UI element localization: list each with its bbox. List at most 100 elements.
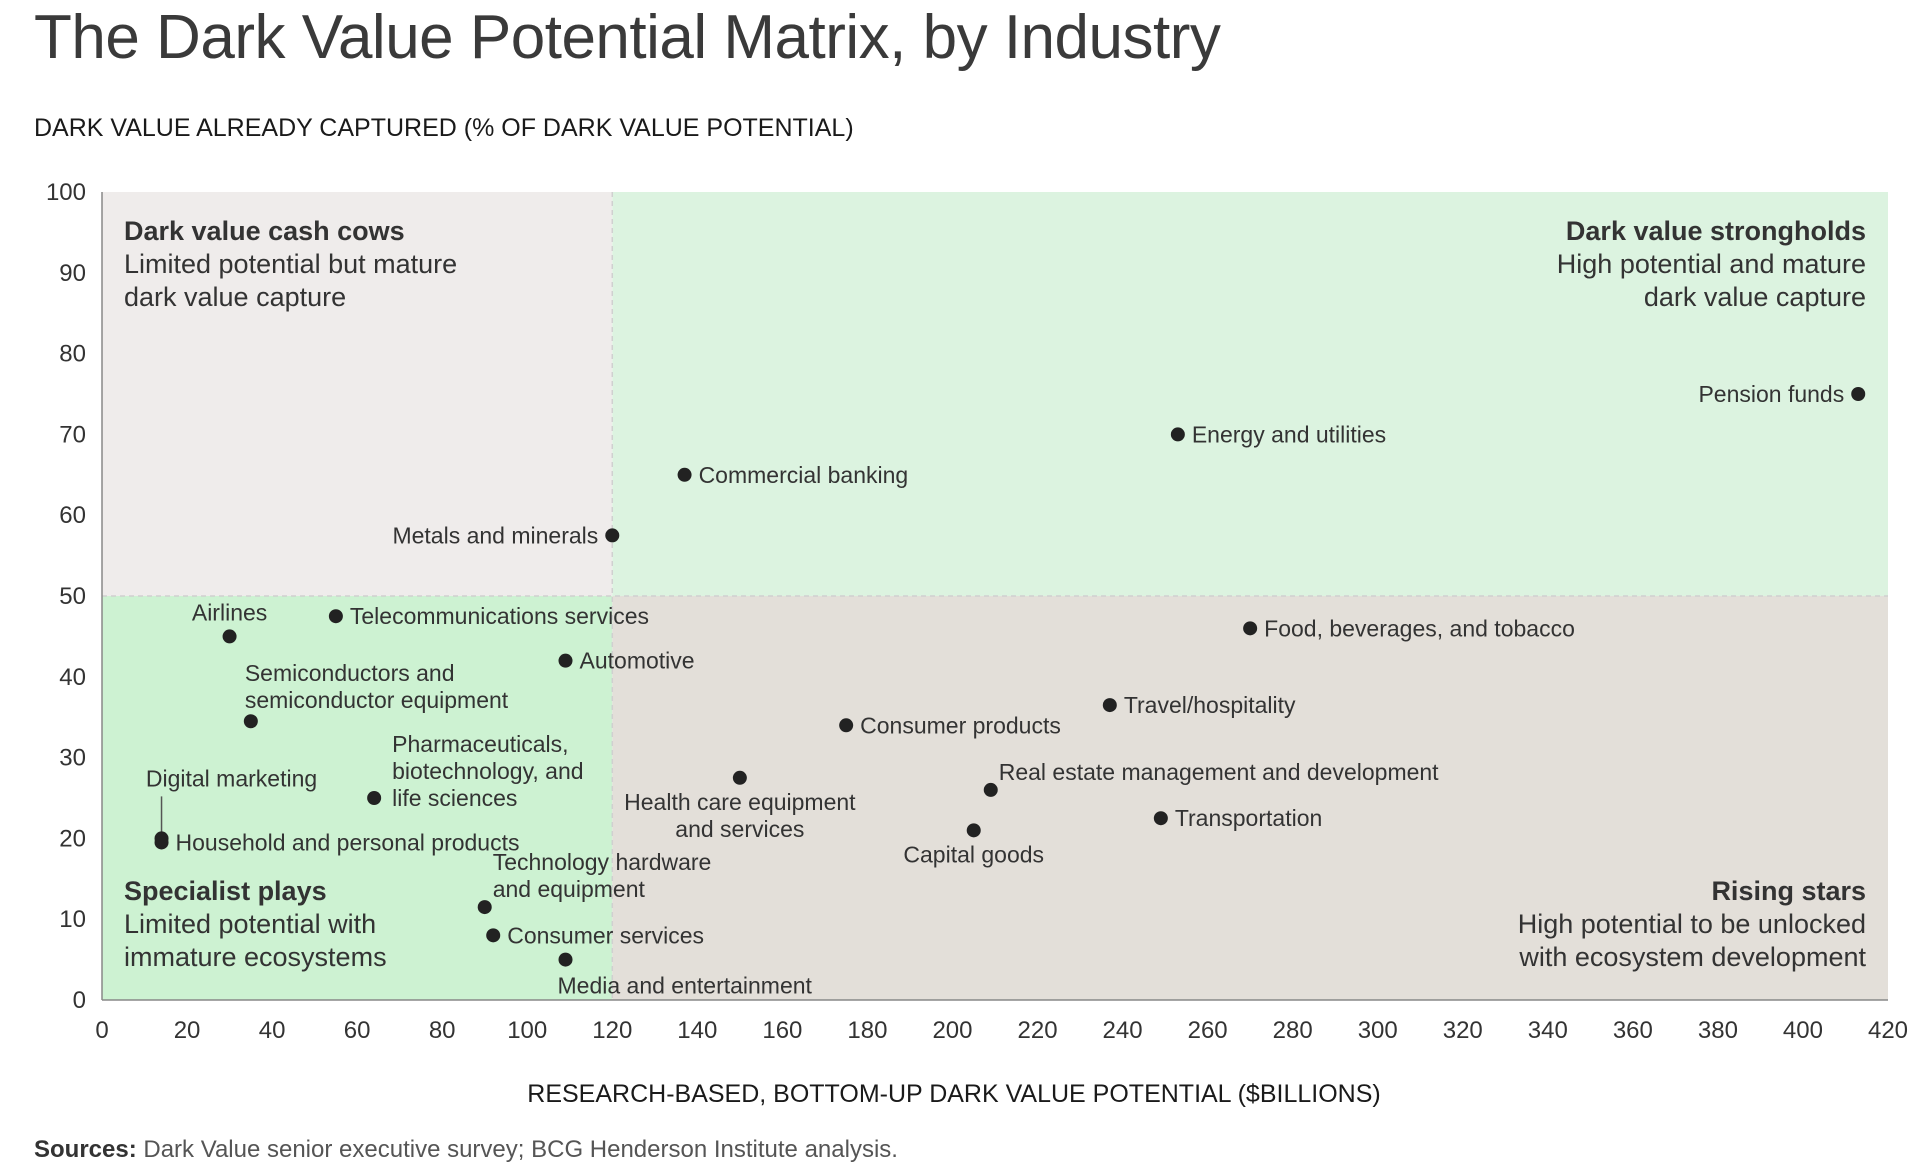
x-tick-label: 200 — [932, 1017, 972, 1044]
quadrant-title-strongholds: Dark value strongholds — [1566, 216, 1866, 246]
quadrant-bg-specialist — [102, 596, 613, 1000]
x-tick-label: 320 — [1443, 1017, 1483, 1044]
quadrant-desc-strongholds: High potential and mature — [1557, 249, 1866, 279]
y-tick-label: 20 — [59, 825, 86, 852]
x-axis-title-wrap: RESEARCH-BASED, BOTTOM-UP DARK VALUE POT… — [0, 1080, 1922, 1109]
point-label: Airlines — [192, 599, 267, 625]
point-label: Travel/hospitality — [1124, 692, 1296, 718]
y-axis-title: DARK VALUE ALREADY CAPTURED (% OF DARK V… — [34, 114, 854, 142]
point-label: life sciences — [392, 785, 517, 811]
point-label: Pension funds — [1698, 381, 1844, 407]
data-point — [1170, 427, 1185, 442]
x-tick-label: 0 — [95, 1017, 108, 1044]
x-tick-label: 100 — [507, 1017, 547, 1044]
x-tick-label: 380 — [1698, 1017, 1738, 1044]
quadrant-desc-cash-cows: dark value capture — [124, 282, 346, 312]
data-point — [486, 928, 501, 943]
point-label: Capital goods — [903, 841, 1044, 867]
data-point — [328, 609, 343, 624]
quadrant-desc-strongholds: dark value capture — [1644, 282, 1866, 312]
point-label: Health care equipment — [624, 789, 856, 815]
chart-title: The Dark Value Potential Matrix, by Indu… — [34, 3, 1221, 72]
x-tick-label: 280 — [1273, 1017, 1313, 1044]
sources-text: Dark Value senior executive survey; BCG … — [143, 1136, 898, 1163]
y-tick-label: 0 — [73, 987, 86, 1014]
point-label: Consumer services — [507, 922, 704, 948]
data-point — [243, 714, 258, 729]
quadrant-bg-cash-cows — [102, 192, 613, 596]
data-point — [983, 782, 998, 797]
quadrant-desc-rising: with ecosystem development — [1518, 942, 1866, 972]
quadrant-desc-specialist: Limited potential with — [124, 909, 376, 939]
data-point — [839, 718, 854, 733]
quadrant-title-rising: Rising stars — [1711, 876, 1866, 906]
data-point — [222, 629, 237, 644]
quadrant-desc-cash-cows: Limited potential but mature — [124, 249, 457, 279]
x-tick-label: 420 — [1868, 1017, 1908, 1044]
data-point — [1851, 387, 1866, 401]
quadrant-bg-strongholds — [612, 192, 1889, 596]
point-label: Pharmaceuticals, — [392, 731, 568, 757]
x-tick-label: 160 — [762, 1017, 802, 1044]
sources-note: Sources: Dark Value senior executive sur… — [34, 1136, 898, 1164]
x-tick-label: 300 — [1358, 1017, 1398, 1044]
point-label: Real estate management and development — [999, 759, 1439, 785]
sources-label: Sources: — [34, 1136, 137, 1163]
point-label: Food, beverages, and tobacco — [1264, 615, 1575, 641]
point-label: Automotive — [580, 648, 695, 674]
point-label: Metals and minerals — [392, 522, 598, 548]
data-point — [477, 900, 492, 915]
quadrant-desc-rising: High potential to be unlocked — [1518, 909, 1866, 939]
point-label: Technology hardware — [493, 849, 712, 875]
x-tick-label: 40 — [259, 1017, 286, 1044]
x-tick-label: 120 — [592, 1017, 632, 1044]
point-label: Semiconductors and — [245, 660, 455, 686]
point-label: and services — [675, 816, 804, 842]
quadrant-title-specialist: Specialist plays — [124, 876, 327, 906]
x-tick-label: 220 — [1018, 1017, 1058, 1044]
data-point — [558, 952, 573, 967]
y-tick-label: 50 — [59, 583, 86, 610]
y-tick-label: 90 — [59, 260, 86, 287]
y-tick-label: 70 — [59, 421, 86, 448]
point-label: Media and entertainment — [558, 973, 813, 999]
quadrant-desc-specialist: immature ecosystems — [124, 942, 387, 972]
point-label: Transportation — [1175, 805, 1322, 831]
point-label: Energy and utilities — [1192, 421, 1386, 447]
y-tick-label: 60 — [59, 502, 86, 529]
y-tick-label: 80 — [59, 341, 86, 368]
x-tick-label: 20 — [174, 1017, 201, 1044]
x-tick-label: 400 — [1783, 1017, 1823, 1044]
quadrant-title-cash-cows: Dark value cash cows — [124, 216, 405, 246]
point-label: Telecommunications services — [350, 603, 649, 629]
x-tick-label: 260 — [1188, 1017, 1228, 1044]
point-label: semiconductor equipment — [245, 687, 509, 713]
x-tick-label: 340 — [1528, 1017, 1568, 1044]
point-label: Household and personal products — [176, 829, 520, 855]
x-tick-label: 140 — [677, 1017, 717, 1044]
x-tick-label: 80 — [429, 1017, 456, 1044]
y-tick-label: 10 — [59, 906, 86, 933]
data-point — [677, 467, 692, 482]
x-axis-title: RESEARCH-BASED, BOTTOM-UP DARK VALUE POT… — [527, 1080, 1381, 1108]
point-label: and equipment — [493, 876, 646, 902]
point-label: Consumer products — [860, 712, 1061, 738]
quadrant-bg-rising — [612, 596, 1889, 1000]
data-point — [966, 823, 981, 838]
data-point — [154, 835, 169, 850]
y-tick-label: 100 — [46, 179, 86, 206]
x-tick-label: 360 — [1613, 1017, 1653, 1044]
data-point — [1102, 698, 1117, 713]
x-tick-label: 180 — [847, 1017, 887, 1044]
y-tick-label: 30 — [59, 745, 86, 772]
x-tick-label: 60 — [344, 1017, 371, 1044]
point-label: Commercial banking — [699, 462, 909, 488]
data-point — [1153, 811, 1168, 826]
data-point — [367, 791, 382, 805]
data-point — [605, 528, 620, 543]
x-tick-label: 240 — [1103, 1017, 1143, 1044]
data-point — [558, 653, 573, 668]
point-label: Digital marketing — [146, 765, 317, 791]
point-label: biotechnology, and — [392, 758, 583, 784]
